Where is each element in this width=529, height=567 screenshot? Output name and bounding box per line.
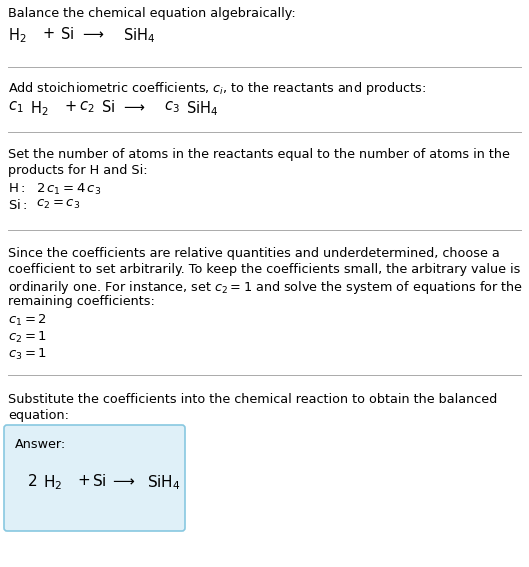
Text: ordinarily one. For instance, set $c_2 = 1$ and solve the system of equations fo: ordinarily one. For instance, set $c_2 =… <box>8 279 523 296</box>
Text: $\longrightarrow$: $\longrightarrow$ <box>121 99 146 114</box>
Text: $\mathrm{Si}$: $\mathrm{Si}$ <box>101 99 115 115</box>
Text: $c_2$: $c_2$ <box>79 99 95 115</box>
FancyBboxPatch shape <box>4 425 185 531</box>
Text: $c_3$: $c_3$ <box>164 99 180 115</box>
Text: Add stoichiometric coefficients, $c_i$, to the reactants and products:: Add stoichiometric coefficients, $c_i$, … <box>8 80 426 97</box>
Text: coefficient to set arbitrarily. To keep the coefficients small, the arbitrary va: coefficient to set arbitrarily. To keep … <box>8 263 521 276</box>
Text: Substitute the coefficients into the chemical reaction to obtain the balanced: Substitute the coefficients into the che… <box>8 393 497 406</box>
Text: $\longrightarrow$: $\longrightarrow$ <box>80 26 105 41</box>
Text: $\longrightarrow$: $\longrightarrow$ <box>110 473 136 488</box>
Text: Balance the chemical equation algebraically:: Balance the chemical equation algebraica… <box>8 7 296 20</box>
Text: $c_1 = 2$: $c_1 = 2$ <box>8 313 47 328</box>
Text: $\mathrm{H_2}$: $\mathrm{H_2}$ <box>30 99 49 118</box>
Text: products for H and Si:: products for H and Si: <box>8 164 148 177</box>
Text: $+$: $+$ <box>64 99 77 114</box>
Text: $\mathrm{Si{:}}$: $\mathrm{Si{:}}$ <box>8 198 28 212</box>
Text: $\mathrm{SiH_4}$: $\mathrm{SiH_4}$ <box>147 473 180 492</box>
Text: $c_2 = 1$: $c_2 = 1$ <box>8 330 47 345</box>
Text: Set the number of atoms in the reactants equal to the number of atoms in the: Set the number of atoms in the reactants… <box>8 148 510 161</box>
Text: $+$: $+$ <box>42 26 54 41</box>
Text: $c_1$: $c_1$ <box>8 99 24 115</box>
Text: $\mathrm{H_2}$: $\mathrm{H_2}$ <box>8 26 26 45</box>
Text: $c_2 = c_3$: $c_2 = c_3$ <box>36 198 80 211</box>
Text: equation:: equation: <box>8 409 69 422</box>
Text: $2\,c_1 = 4\,c_3$: $2\,c_1 = 4\,c_3$ <box>36 182 102 197</box>
Text: $c_3 = 1$: $c_3 = 1$ <box>8 347 47 362</box>
Text: $\mathrm{H_2}$: $\mathrm{H_2}$ <box>43 473 62 492</box>
Text: Since the coefficients are relative quantities and underdetermined, choose a: Since the coefficients are relative quan… <box>8 247 500 260</box>
Text: $\mathrm{Si}$: $\mathrm{Si}$ <box>92 473 106 489</box>
Text: $\mathrm{SiH_4}$: $\mathrm{SiH_4}$ <box>123 26 156 45</box>
Text: $\mathrm{Si}$: $\mathrm{Si}$ <box>60 26 74 42</box>
Text: $\mathrm{H{:}}$: $\mathrm{H{:}}$ <box>8 182 25 195</box>
Text: $\mathrm{SiH_4}$: $\mathrm{SiH_4}$ <box>186 99 218 118</box>
Text: remaining coefficients:: remaining coefficients: <box>8 295 155 308</box>
Text: $2$: $2$ <box>27 473 37 489</box>
Text: $+$: $+$ <box>77 473 90 488</box>
Text: Answer:: Answer: <box>15 438 66 451</box>
